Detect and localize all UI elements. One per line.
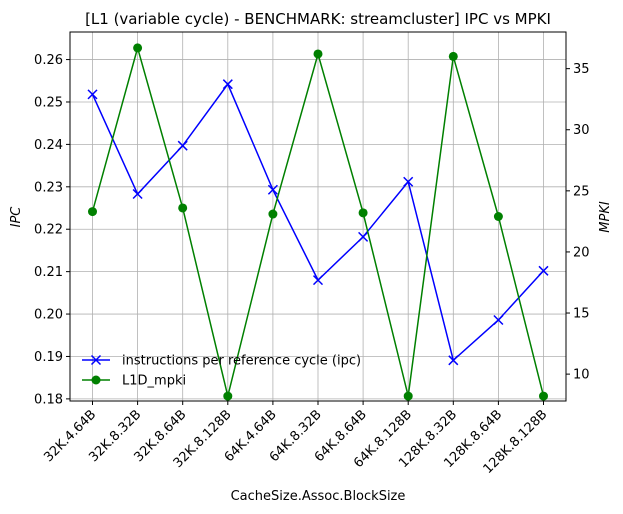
series-1-point bbox=[222, 79, 233, 90]
y-tick-label-right: 25 bbox=[573, 184, 590, 199]
y-tick-label-left: 0.26 bbox=[34, 53, 63, 68]
series-2-point bbox=[88, 207, 97, 217]
series-1-point bbox=[358, 231, 369, 242]
legend-label: L1D_mpki bbox=[122, 374, 186, 389]
y-tick-label-right: 10 bbox=[573, 368, 590, 383]
y-tick-label-left: 0.22 bbox=[34, 223, 63, 238]
y-tick-label-right: 15 bbox=[573, 307, 590, 322]
series-2-point bbox=[178, 203, 188, 213]
series-1-point bbox=[493, 314, 504, 326]
y-axis-label-left: IPC bbox=[9, 206, 24, 228]
y-tick-label-right: 20 bbox=[573, 245, 590, 260]
y-tick-label-left: 0.25 bbox=[34, 95, 63, 110]
chart-title: [L1 (variable cycle) - BENCHMARK: stream… bbox=[85, 10, 551, 28]
y-tick-label-left: 0.24 bbox=[34, 138, 63, 153]
legend-label: instructions per reference cycle (ipc) bbox=[122, 354, 361, 369]
legend: instructions per reference cycle (ipc) L1… bbox=[82, 354, 361, 389]
grid bbox=[70, 32, 566, 401]
plot-frame bbox=[69, 31, 567, 402]
series-1-point bbox=[312, 275, 324, 286]
y-tick-label-right: 30 bbox=[573, 123, 590, 138]
x-axis-label: CacheSize.Assoc.BlockSize bbox=[231, 489, 406, 504]
series-2-point bbox=[268, 209, 278, 219]
series-2-point bbox=[313, 49, 323, 59]
y-tick-label-left: 0.19 bbox=[34, 350, 63, 365]
legend-marker bbox=[91, 375, 101, 385]
series bbox=[87, 43, 549, 401]
y-tick-label-right: 35 bbox=[573, 62, 590, 77]
legend-marker bbox=[90, 354, 102, 366]
series-1-point bbox=[132, 188, 143, 200]
y-axis-label-right: MPKI bbox=[598, 201, 613, 233]
series-2-point bbox=[448, 51, 458, 61]
series-2-point bbox=[403, 391, 413, 401]
series-1-point bbox=[87, 89, 98, 100]
series-1-point bbox=[177, 140, 188, 151]
series-1-point bbox=[448, 355, 459, 366]
series-1-point bbox=[403, 176, 414, 187]
y-tick-label-left: 0.21 bbox=[34, 265, 63, 280]
series-2-point bbox=[539, 391, 548, 401]
series-2-point bbox=[223, 391, 233, 401]
series-2-point bbox=[133, 43, 143, 53]
series-2-point bbox=[493, 212, 503, 221]
y-tick-label-left: 0.20 bbox=[34, 308, 63, 323]
ticks: 32K.4.64B32K.8.32B32K.8.64B32K.8.128B64K… bbox=[34, 53, 590, 477]
y-tick-label-left: 0.23 bbox=[34, 180, 63, 195]
series-1-point bbox=[267, 184, 278, 195]
y-tick-label-left: 0.18 bbox=[34, 392, 63, 407]
series-2-point bbox=[358, 208, 368, 218]
series-1-point bbox=[538, 265, 549, 276]
